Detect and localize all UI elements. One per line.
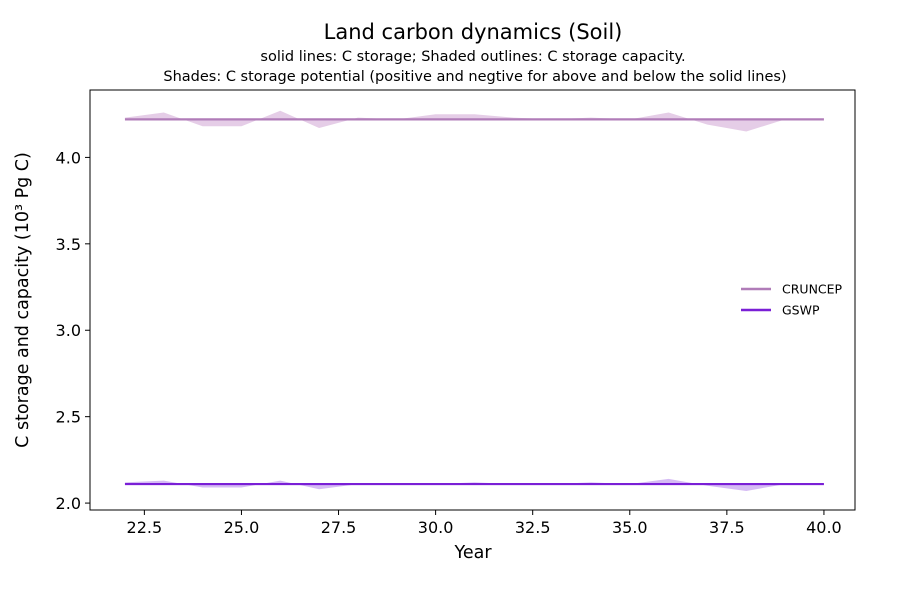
shade-layer xyxy=(124,110,824,491)
plot-area-frame xyxy=(89,89,856,511)
x-tick-label: 22.5 xyxy=(127,518,163,537)
y-tick-label: 3.5 xyxy=(56,235,81,254)
chart-subtitle-line-1: solid lines: C storage; Shaded outlines:… xyxy=(260,49,685,65)
x-tick-label: 35.0 xyxy=(612,518,648,537)
x-axis-label: Year xyxy=(453,543,492,563)
y-tick-label: 4.0 xyxy=(56,148,81,167)
y-tick-label: 2.5 xyxy=(56,408,81,427)
shade-area-cruncep xyxy=(124,110,824,132)
legend-label-cruncep: CRUNCEP xyxy=(782,282,843,297)
x-tick-label: 37.5 xyxy=(709,518,745,537)
x-tick-label: 32.5 xyxy=(515,518,551,537)
x-tick-label: 30.0 xyxy=(418,518,454,537)
x-tick-label: 40.0 xyxy=(806,518,842,537)
y-tick-label: 3.0 xyxy=(56,321,81,340)
x-tick-label: 27.5 xyxy=(321,518,357,537)
chart-title: Land carbon dynamics (Soil) xyxy=(324,20,623,44)
shade-area-gswp xyxy=(124,478,824,491)
y-axis-label: C storage and capacity (10³ Pg C) xyxy=(13,152,33,448)
x-tick-label: 25.0 xyxy=(224,518,260,537)
line-layer xyxy=(124,118,824,486)
y-axis-ticks: 2.0 2.5 3.0 3.5 4.0 xyxy=(56,148,90,513)
x-axis-ticks: 22.5 25.0 27.5 30.0 32.5 35.0 37.5 40.0 xyxy=(127,510,842,537)
y-tick-label: 2.0 xyxy=(56,494,81,513)
legend-label-gswp: GSWP xyxy=(782,303,820,318)
legend: CRUNCEP GSWP xyxy=(741,282,843,318)
chart-subtitle-line-2: Shades: C storage potential (positive an… xyxy=(163,69,786,85)
